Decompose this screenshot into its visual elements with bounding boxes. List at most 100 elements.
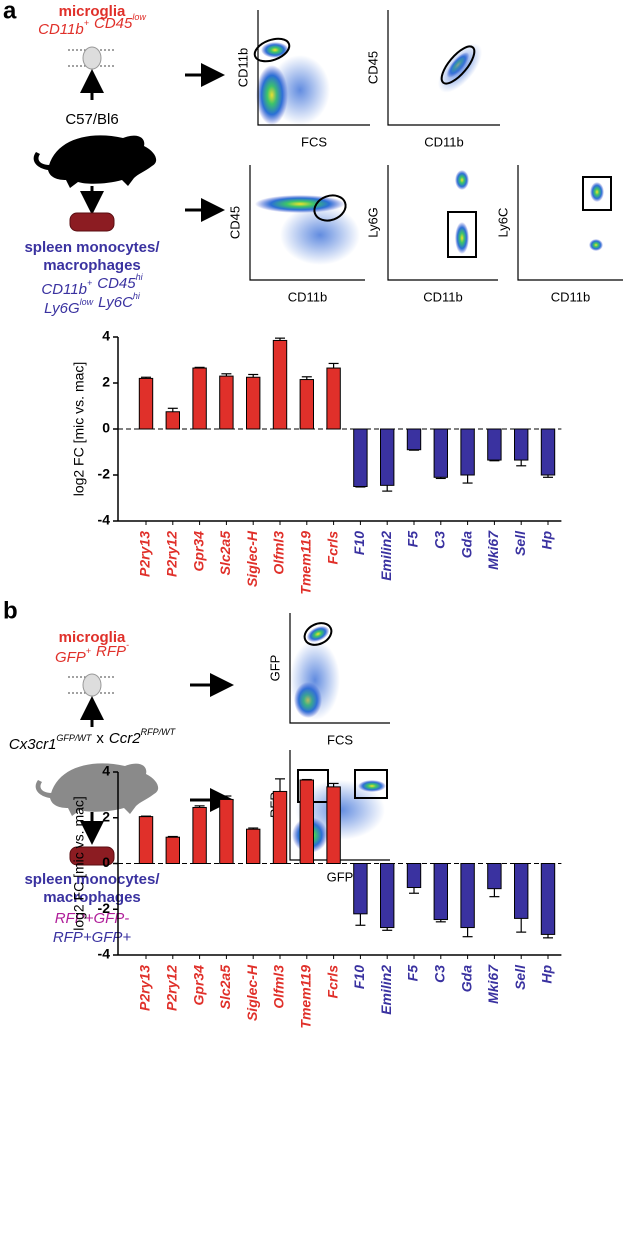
top-markers: CD11b+ CD45low (38, 12, 146, 38)
x-tick-label: Gpr34 (190, 965, 206, 1006)
bar (406, 863, 422, 889)
brain-icon (82, 673, 102, 697)
gate (313, 194, 347, 222)
x-tick-label: Mki67 (485, 530, 501, 570)
text-part: CD45 (94, 15, 133, 32)
superscript: GFP/WT (56, 733, 92, 743)
x-tick-label: Siglec-H (244, 964, 260, 1021)
y-tick-label: 2 (102, 374, 110, 390)
bottom-title: spleen monocytes/ (24, 871, 160, 888)
x-tick-label: Emilin2 (378, 965, 394, 1015)
y-tick-label: -4 (98, 946, 111, 962)
top-title: microglia (59, 629, 126, 646)
text-part: GFP (55, 649, 86, 666)
brain-icon (82, 46, 102, 70)
bar (433, 428, 449, 478)
text-part: RFP (96, 643, 126, 660)
x-tick-label: C3 (432, 965, 448, 983)
bar (353, 428, 368, 487)
plot-x-label: CD11b (423, 289, 463, 304)
bottom-title: macrophages (43, 257, 141, 274)
density (455, 170, 469, 190)
density (455, 222, 469, 254)
bar (353, 863, 368, 915)
bottom-title: macrophages (43, 889, 141, 906)
bar (246, 376, 261, 430)
bar (380, 428, 395, 486)
text-part: x (96, 730, 104, 747)
bar (460, 428, 475, 476)
gate (447, 211, 477, 258)
bar (540, 428, 556, 476)
plot-x-label: FCS (327, 732, 353, 747)
text-part: RFP+GFP- (55, 910, 130, 927)
strain: Cx3cr1GFP/WT x Ccr2RFP/WT (9, 727, 177, 753)
bar (514, 863, 529, 919)
text-part: CD11b (38, 21, 84, 38)
bar (406, 428, 422, 451)
text-part: CD45 (97, 275, 136, 292)
bar (487, 863, 502, 890)
y-tick-label: 2 (102, 808, 110, 824)
x-tick-label: Sell (512, 530, 528, 556)
y-axis-label: log2 FC [mic vs. mac] (71, 796, 87, 931)
bar (326, 786, 341, 865)
x-tick-label: P2ry13 (137, 531, 153, 577)
x-tick-label: Olfml3 (271, 965, 287, 1009)
x-tick-label: Hp (539, 531, 555, 550)
plot-y-label: GFP (267, 655, 282, 682)
y-axis-label: log2 FC [mic vs. mac] (71, 362, 87, 497)
gate (303, 622, 333, 646)
x-tick-label: Sell (512, 964, 528, 990)
x-tick-label: Tmem119 (298, 531, 314, 595)
plot-x-label: CD11b (288, 289, 328, 304)
plot-axes (249, 165, 365, 281)
x-tick-label: F5 (405, 965, 421, 982)
density (270, 55, 330, 125)
x-tick-label: P2ry12 (164, 531, 180, 577)
superscript: low (80, 297, 94, 307)
bar (299, 779, 315, 864)
density (306, 625, 330, 643)
bar (192, 806, 207, 864)
text-part: CD11b (41, 281, 87, 298)
y-tick-label: -2 (98, 466, 111, 482)
text-part: Cx3cr1 (9, 736, 57, 753)
spleen-icon (69, 846, 115, 866)
superscript: hi (133, 291, 141, 301)
text-part: RFP+GFP+ (53, 929, 132, 946)
plot-y-label: Ly6C (495, 208, 510, 238)
strain: C57/Bl6 (65, 111, 118, 128)
plot-x-label: CD11b (551, 289, 591, 304)
density (589, 239, 603, 251)
spleen-icon (69, 212, 115, 232)
x-tick-label: Slc2a5 (217, 531, 233, 576)
x-tick-label: P2ry12 (164, 965, 180, 1011)
plot-axes (289, 613, 390, 724)
gate (582, 176, 612, 211)
superscript: + (86, 646, 91, 656)
x-tick-label: Gda (458, 531, 474, 558)
bar (246, 828, 261, 864)
mouse-icon (33, 135, 157, 188)
plot-axes (387, 10, 500, 126)
superscript: + (87, 278, 92, 288)
density (261, 42, 289, 58)
top-title: microglia (59, 3, 126, 20)
y-tick-label: 0 (102, 420, 110, 436)
density (590, 182, 604, 202)
x-tick-label: C3 (432, 531, 448, 549)
bar (165, 836, 181, 864)
x-tick-label: Emilin2 (378, 531, 394, 581)
text-part: Ccr2 (109, 730, 141, 747)
x-tick-label: Mki67 (485, 964, 501, 1004)
y-tick-label: 4 (102, 328, 110, 344)
panel-label: b (3, 597, 18, 624)
plot-y-label: Ly6G (365, 207, 380, 238)
density (280, 205, 360, 265)
bar (165, 411, 181, 430)
superscript: RFP/WT (141, 727, 177, 737)
density (290, 640, 340, 720)
